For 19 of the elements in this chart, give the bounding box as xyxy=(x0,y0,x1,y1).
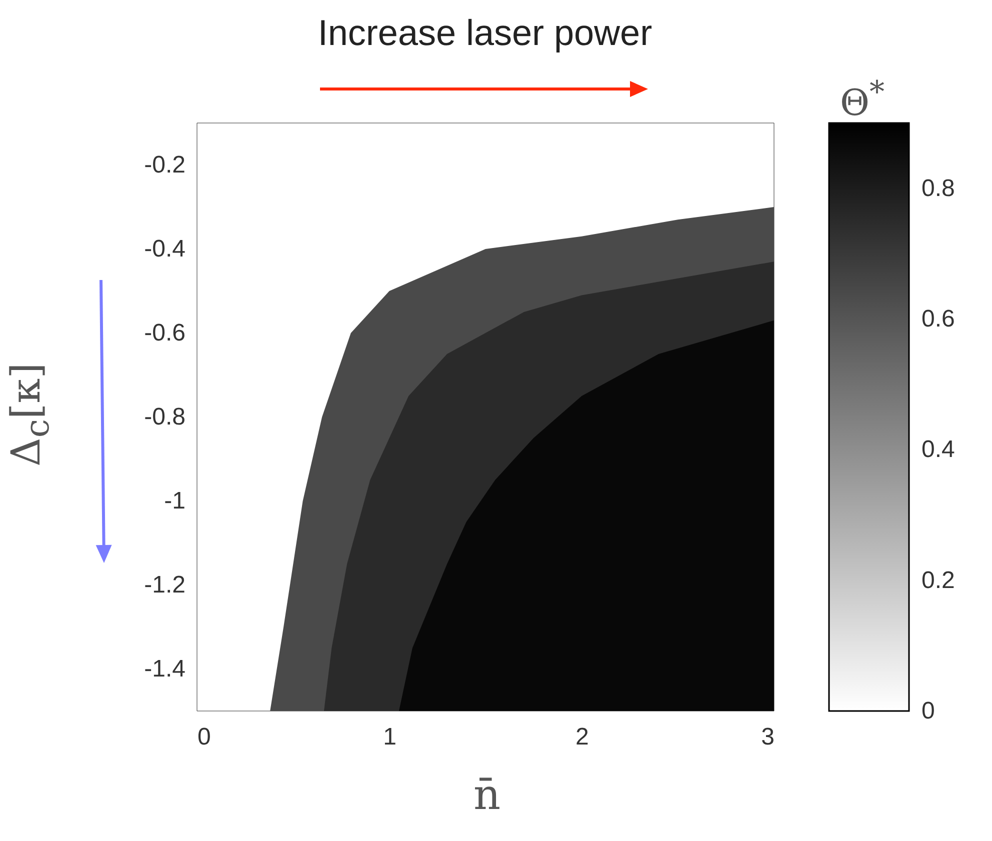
y-tick-label: -0.6 xyxy=(144,320,186,346)
y-tick-label: -1.2 xyxy=(144,572,186,598)
color-bar-label: 0.4 xyxy=(922,436,955,464)
y-tick-label: -1.4 xyxy=(144,656,186,682)
color-bar-label: 0 xyxy=(922,698,935,724)
y-tick-label: -0.2 xyxy=(144,152,186,178)
x-tick-label: 1 xyxy=(383,724,397,750)
y-tick-label: -1 xyxy=(164,488,186,514)
color-bar-label: 0.2 xyxy=(922,566,955,594)
color-bar-label: 0.6 xyxy=(922,306,955,332)
x-tick-label: 3 xyxy=(761,724,774,750)
x-tick-label: 0 xyxy=(198,724,211,750)
color-bar-label: 0.8 xyxy=(922,174,955,202)
color-bar-title: Θ$^{*}$ xyxy=(840,75,885,124)
x-tick-label: 2 xyxy=(575,724,589,750)
text: Increase laser power xyxy=(316,12,654,54)
y-tick-label: -0.8 xyxy=(144,404,186,430)
y-tick-label: -0.4 xyxy=(144,236,186,262)
x-axis-title: n̄ xyxy=(474,770,501,819)
